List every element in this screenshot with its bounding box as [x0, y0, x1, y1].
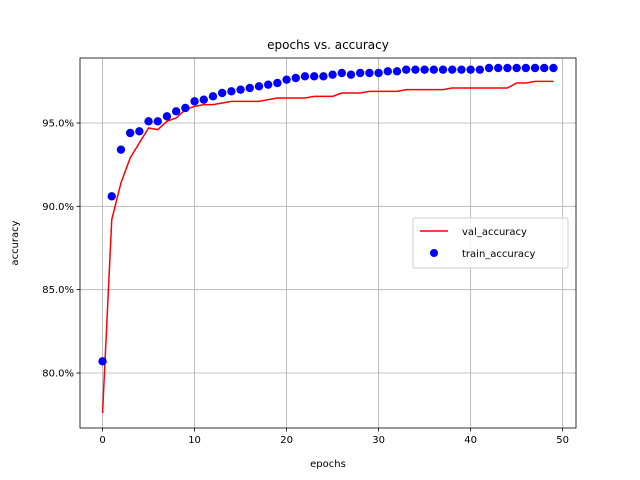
x-tick-label: 40 — [464, 435, 477, 446]
y-tick-label: 80.0% — [42, 369, 74, 380]
train-accuracy-point — [549, 63, 558, 73]
legend-box — [412, 217, 569, 269]
train-accuracy-point — [402, 65, 411, 74]
train-accuracy-point — [374, 68, 383, 78]
train-accuracy-point — [429, 65, 439, 74]
train-accuracy-point — [190, 97, 199, 106]
train-accuracy-point — [448, 65, 457, 74]
train-accuracy-point — [356, 68, 365, 78]
plot-frame — [79, 57, 577, 429]
train-accuracy-point — [521, 63, 531, 73]
y-axis-ticks: 80.0% 85.0% 90.0% 95.0% — [42, 119, 80, 380]
y-tick-label: 90.0% — [42, 202, 74, 213]
train-accuracy-point — [245, 83, 254, 93]
train-accuracy-point — [328, 70, 337, 79]
train-accuracy-point — [217, 88, 227, 98]
train-accuracy-point — [540, 63, 549, 73]
train-accuracy-point — [346, 70, 356, 79]
train-accuracy-point — [181, 103, 190, 113]
train-accuracy-point — [171, 107, 181, 116]
legend-marker-swatch — [430, 249, 438, 257]
train-accuracy-point — [475, 65, 485, 74]
train-accuracy-point — [208, 92, 218, 101]
val-accuracy-series — [101, 80, 554, 414]
x-axis-ticks: 0 10 20 30 40 50 — [99, 428, 569, 446]
train-accuracy-point — [420, 65, 429, 74]
x-tick-label: 20 — [280, 435, 293, 446]
chart-title: epochs vs. accuracy — [267, 38, 389, 52]
train-accuracy-series — [98, 63, 558, 366]
train-accuracy-point — [530, 63, 540, 73]
train-accuracy-point — [135, 127, 144, 136]
x-tick-label: 10 — [188, 435, 201, 446]
x-tick-label: 0 — [99, 435, 105, 446]
train-accuracy-point — [98, 357, 107, 366]
train-accuracy-point — [254, 82, 264, 91]
train-accuracy-point — [494, 63, 503, 73]
train-accuracy-point — [457, 65, 466, 74]
train-accuracy-point — [365, 68, 374, 78]
train-accuracy-point — [503, 63, 512, 73]
y-axis-label: accuracy — [10, 220, 21, 265]
train-accuracy-point — [236, 85, 245, 94]
y-tick-label: 85.0% — [42, 285, 74, 296]
train-accuracy-point — [466, 65, 475, 74]
train-accuracy-point — [438, 65, 448, 74]
train-accuracy-point — [484, 63, 494, 73]
legend: val_accuracy train_accuracy — [412, 217, 569, 269]
val-accuracy-line — [101, 80, 554, 414]
train-accuracy-point — [383, 67, 393, 76]
train-accuracy-point — [310, 72, 319, 81]
train-accuracy-point — [162, 112, 172, 121]
train-accuracy-point — [319, 72, 328, 81]
train-accuracy-point — [291, 73, 300, 83]
train-accuracy-point — [125, 128, 135, 138]
train-accuracy-point — [116, 145, 126, 154]
train-accuracy-point — [273, 78, 282, 88]
train-accuracy-point — [282, 75, 291, 84]
train-accuracy-point — [411, 65, 420, 74]
x-tick-label: 30 — [372, 435, 385, 446]
x-tick-label: 50 — [556, 435, 569, 446]
legend-label-train: train_accuracy — [462, 249, 535, 260]
train-accuracy-point — [512, 63, 521, 73]
train-accuracy-point — [300, 72, 310, 81]
train-accuracy-point — [199, 95, 208, 104]
train-accuracy-point — [153, 117, 162, 126]
y-tick-label: 95.0% — [42, 119, 74, 130]
train-accuracy-point — [337, 68, 346, 78]
legend-label-val: val_accuracy — [462, 227, 527, 238]
train-accuracy-point — [392, 67, 402, 76]
train-accuracy-point — [227, 87, 236, 96]
train-accuracy-point — [263, 80, 273, 89]
x-axis-label: epochs — [310, 459, 346, 470]
train-accuracy-point — [144, 117, 153, 126]
train-accuracy-point — [107, 192, 116, 201]
